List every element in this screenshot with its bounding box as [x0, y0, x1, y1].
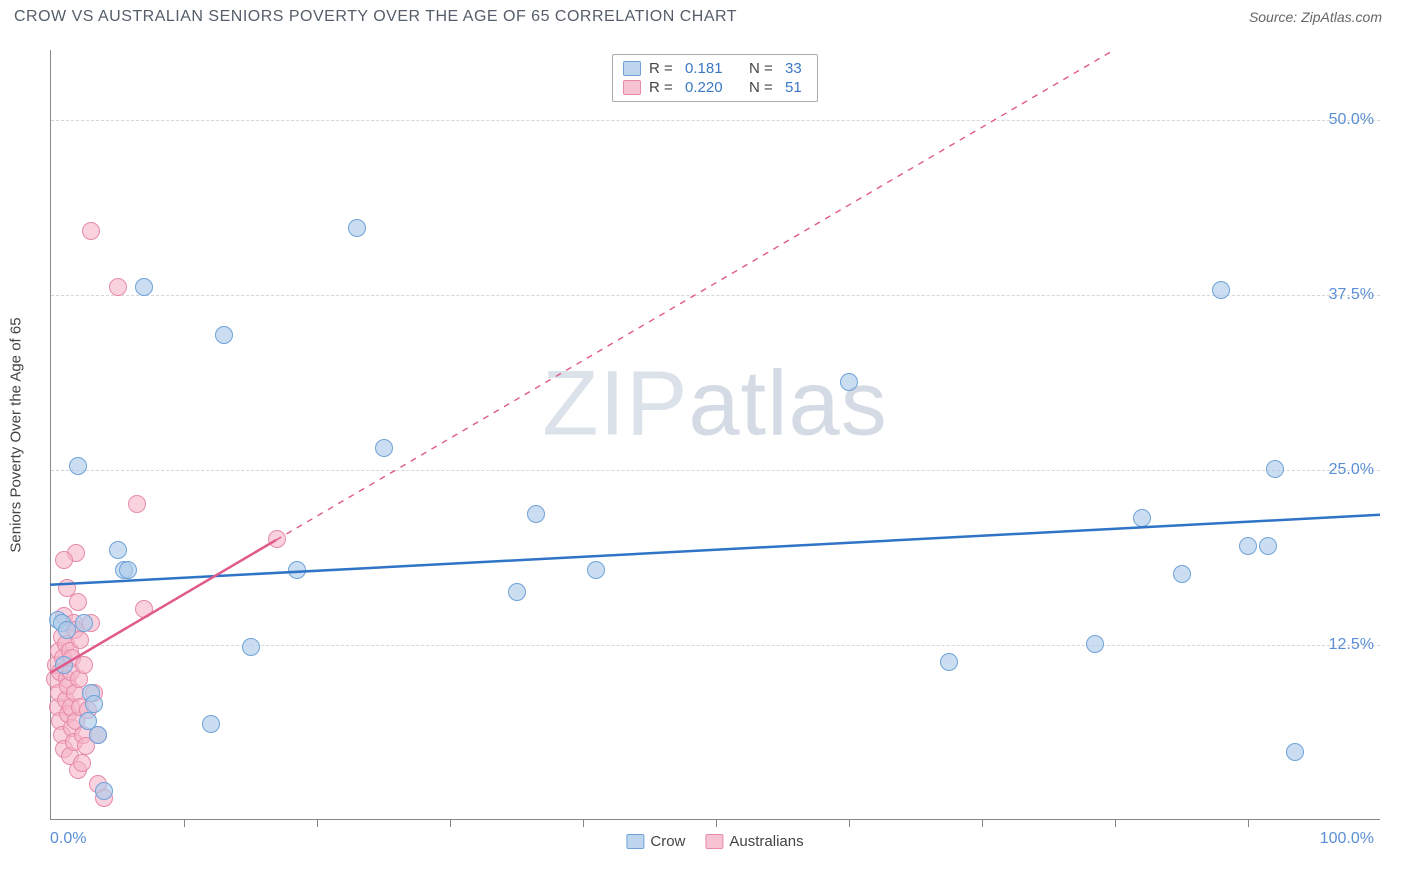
data-point [268, 530, 286, 548]
data-point [89, 726, 107, 744]
data-point [1133, 509, 1151, 527]
data-point [587, 561, 605, 579]
legend-row-aus: R = 0.220 N = 51 [623, 78, 807, 97]
y-tick-label: 12.5% [1329, 636, 1374, 654]
data-point [119, 561, 137, 579]
data-point [1259, 537, 1277, 555]
y-tick-label: 50.0% [1329, 111, 1374, 129]
data-point [1239, 537, 1257, 555]
legend-item-crow: Crow [626, 833, 685, 850]
scatter-plot: 12.5% 25.0% 37.5% 50.0% [50, 50, 1380, 820]
correlation-legend: R = 0.181 N = 33 R = 0.220 N = 51 [612, 54, 818, 102]
x-tick [1115, 819, 1116, 827]
x-axis-min-label: 0.0% [50, 830, 86, 848]
data-point [288, 561, 306, 579]
data-point [940, 653, 958, 671]
x-axis-max-label: 100.0% [1320, 830, 1374, 848]
data-point [1212, 281, 1230, 299]
data-point [1173, 565, 1191, 583]
data-point [55, 551, 73, 569]
data-point [840, 373, 858, 391]
data-point [527, 505, 545, 523]
data-point [215, 326, 233, 344]
source-label: Source: ZipAtlas.com [1249, 9, 1382, 25]
plot-area: ZIPatlas 12.5%25.0%37.5%50.0% Seniors Po… [50, 50, 1380, 820]
swatch-blue-icon [623, 61, 641, 76]
y-tick-label: 37.5% [1329, 286, 1374, 304]
x-tick [1248, 819, 1249, 827]
legend-item-aus: Australians [705, 833, 803, 850]
data-point [242, 638, 260, 656]
chart-title: CROW VS AUSTRALIAN SENIORS POVERTY OVER … [14, 8, 737, 26]
data-point [135, 600, 153, 618]
data-point [508, 583, 526, 601]
data-point [95, 782, 113, 800]
data-point [1286, 743, 1304, 761]
gridline [51, 120, 1380, 121]
x-tick [184, 819, 185, 827]
data-point [73, 754, 91, 772]
x-tick [450, 819, 451, 827]
series-legend: Crow Australians [626, 833, 803, 850]
data-point [202, 715, 220, 733]
data-point [69, 457, 87, 475]
data-point [348, 219, 366, 237]
x-tick [583, 819, 584, 827]
data-point [375, 439, 393, 457]
y-axis-label: Seniors Poverty Over the Age of 65 [8, 317, 25, 552]
data-point [109, 278, 127, 296]
swatch-pink-icon [705, 834, 723, 849]
data-point [69, 593, 87, 611]
data-point [82, 222, 100, 240]
x-tick [716, 819, 717, 827]
gridline [51, 295, 1380, 296]
data-point [135, 278, 153, 296]
data-point [109, 541, 127, 559]
data-point [58, 621, 76, 639]
data-point [1086, 635, 1104, 653]
legend-row-crow: R = 0.181 N = 33 [623, 59, 807, 78]
data-point [75, 656, 93, 674]
swatch-pink-icon [623, 80, 641, 95]
x-tick [982, 819, 983, 827]
gridline [51, 470, 1380, 471]
x-tick [317, 819, 318, 827]
data-point [85, 695, 103, 713]
data-point [1266, 460, 1284, 478]
x-tick [849, 819, 850, 827]
data-point [128, 495, 146, 513]
y-tick-label: 25.0% [1329, 461, 1374, 479]
title-bar: CROW VS AUSTRALIAN SENIORS POVERTY OVER … [0, 0, 1406, 30]
data-point [55, 656, 73, 674]
data-point [75, 614, 93, 632]
swatch-blue-icon [626, 834, 644, 849]
